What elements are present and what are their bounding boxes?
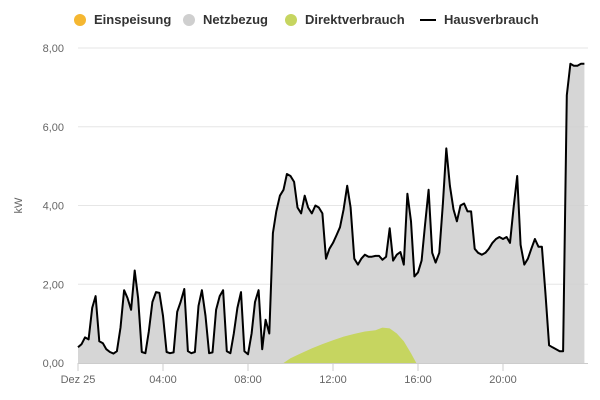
- legend-label-hausverbrauch: Hausverbrauch: [444, 12, 539, 27]
- netzbezug-dot-icon: [183, 13, 195, 26]
- x-tick-label: 12:00: [319, 374, 347, 386]
- y-tick-label: 0,00: [43, 358, 64, 370]
- netzbezug-area: [78, 63, 585, 364]
- direktverbrauch-dot-icon: [285, 13, 297, 26]
- y-tick-label: 8,00: [43, 43, 64, 55]
- legend-label-netzbezug: Netzbezug: [203, 12, 268, 27]
- x-tick-label: 04:00: [149, 374, 177, 386]
- legend: Einspeisung Netzbezug Direktverbrauch Ha…: [0, 12, 600, 34]
- legend-item-netzbezug[interactable]: Netzbezug: [183, 12, 268, 27]
- hausverbrauch-line-icon: [420, 18, 436, 21]
- hausverbrauch-line: [77, 62, 585, 356]
- x-tick-label: Dez 25: [61, 374, 96, 386]
- x-tick-label: 20:00: [489, 374, 517, 386]
- legend-item-direktverbrauch[interactable]: Direktverbrauch: [285, 12, 405, 27]
- legend-item-einspeisung[interactable]: Einspeisung: [74, 12, 171, 27]
- y-tick-label: 4,00: [43, 201, 64, 213]
- legend-item-hausverbrauch[interactable]: Hausverbrauch: [420, 12, 539, 27]
- y-tick-label: 6,00: [43, 122, 64, 134]
- legend-label-direktverbrauch: Direktverbrauch: [305, 12, 405, 27]
- direktverbrauch-area: [283, 327, 417, 363]
- y-axis-label: kW: [13, 197, 25, 214]
- x-tick-label: 08:00: [234, 374, 262, 386]
- einspeisung-dot-icon: [74, 13, 86, 26]
- legend-label-einspeisung: Einspeisung: [94, 12, 172, 27]
- y-tick-label: 2,00: [43, 279, 64, 291]
- x-tick-label: 16:00: [404, 374, 432, 386]
